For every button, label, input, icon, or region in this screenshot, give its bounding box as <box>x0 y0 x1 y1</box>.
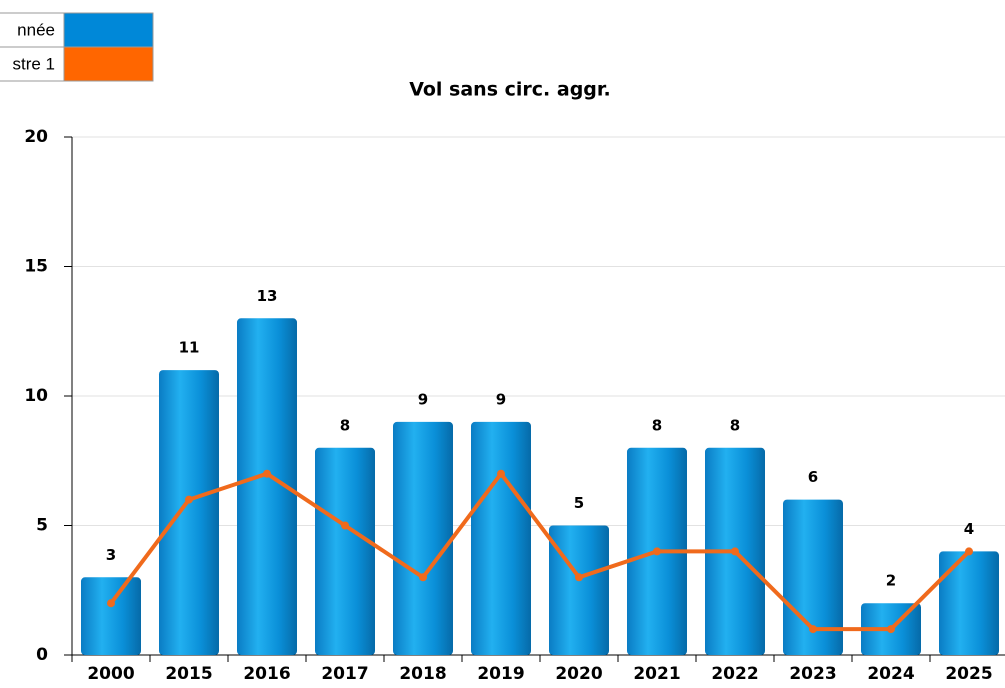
y-tick-label: 20 <box>24 127 48 147</box>
line-point <box>107 599 115 608</box>
line-point <box>497 469 505 478</box>
line-point <box>809 625 817 634</box>
legend-label: nnée <box>17 20 55 39</box>
line-point <box>575 573 583 582</box>
data-label: 4 <box>964 520 974 538</box>
x-tick-label: 2025 <box>945 664 992 684</box>
bar <box>939 551 999 655</box>
x-tick-label: 2000 <box>87 664 134 684</box>
chart-title: Vol sans circ. aggr. <box>409 79 611 101</box>
data-label: 13 <box>257 287 278 305</box>
data-label: 3 <box>106 546 116 564</box>
legend-swatch <box>63 12 154 48</box>
bar <box>237 318 297 655</box>
line-point <box>263 469 271 478</box>
y-tick-label: 0 <box>36 645 48 665</box>
data-label: 8 <box>340 416 350 434</box>
data-label: 11 <box>179 339 200 357</box>
line-point <box>965 547 973 556</box>
data-label: 8 <box>730 416 740 434</box>
legend-swatch <box>63 46 154 82</box>
bar <box>159 370 219 655</box>
x-tick-label: 2024 <box>867 664 914 684</box>
x-tick-label: 2016 <box>243 664 290 684</box>
x-tick-label: 2018 <box>399 664 446 684</box>
line-point <box>341 521 349 530</box>
line-point <box>887 625 895 634</box>
line-point <box>731 547 739 556</box>
data-label: 9 <box>418 390 428 408</box>
y-tick-label: 5 <box>36 516 48 536</box>
data-label: 6 <box>808 468 818 486</box>
legend-label: stre 1 <box>12 54 55 73</box>
bar <box>393 421 453 655</box>
y-tick-label: 15 <box>24 257 48 277</box>
y-tick-label: 10 <box>24 386 48 406</box>
x-tick-label: 2019 <box>477 664 524 684</box>
data-label: 2 <box>886 572 896 590</box>
data-label: 9 <box>496 390 506 408</box>
x-tick-label: 2023 <box>789 664 836 684</box>
data-label: 8 <box>652 416 662 434</box>
bar <box>315 447 375 655</box>
line-point <box>653 547 661 556</box>
legend-box <box>0 12 65 48</box>
x-tick-label: 2021 <box>633 664 680 684</box>
legend-box <box>0 46 65 82</box>
x-tick-label: 2022 <box>711 664 758 684</box>
x-tick-label: 2017 <box>321 664 368 684</box>
line-point <box>185 495 193 504</box>
line-point <box>419 573 427 582</box>
x-tick-label: 2015 <box>165 664 212 684</box>
data-label: 5 <box>574 494 584 512</box>
line <box>109 471 971 632</box>
bar <box>549 525 609 655</box>
x-tick-label: 2020 <box>555 664 602 684</box>
bar <box>81 577 141 655</box>
bar <box>471 421 531 655</box>
